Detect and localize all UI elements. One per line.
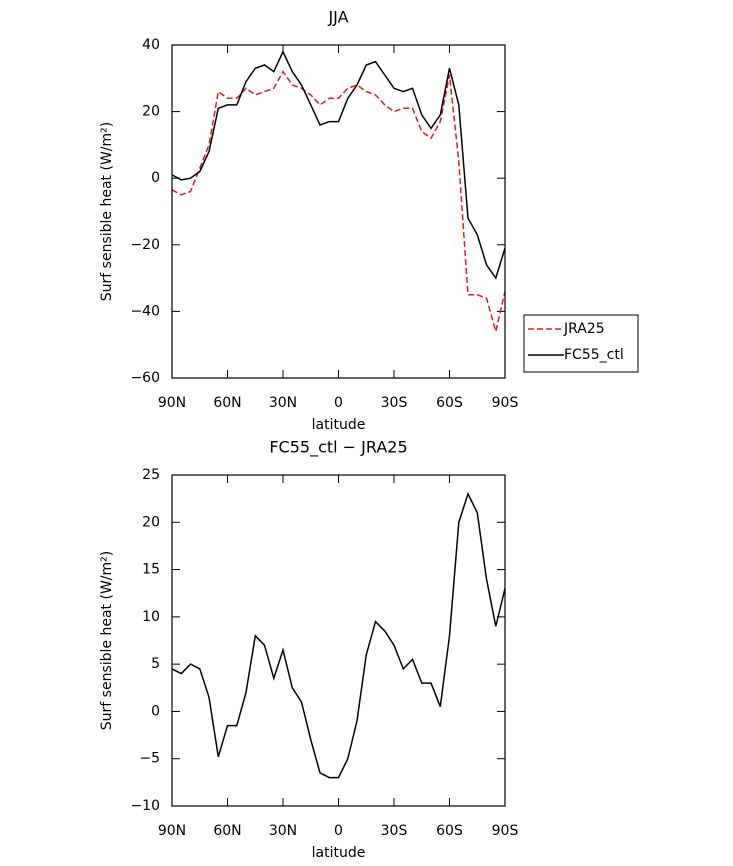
y-tick-label: 25 [142,467,160,483]
x-tick-label: 0 [334,395,343,411]
x-tick-label: 60N [213,395,241,411]
series-line [171,49,506,280]
y-tick-label: 0 [151,170,160,186]
y-tick-label: 10 [142,609,160,625]
series-line [171,70,506,332]
legend-label: FC55_ctl [564,347,624,363]
plot-frame [171,44,506,379]
y-tick-label: 0 [151,703,160,719]
y-axis-label: Surf sensible heat (W/m²) [99,122,115,301]
y-tick-label: −60 [130,370,160,386]
x-tick-label: 60S [436,395,463,411]
y-tick-label: 15 [142,562,160,578]
x-tick-label: 30S [381,823,408,839]
x-tick-label: 90N [158,823,186,839]
x-tick-label: 30N [269,823,297,839]
x-tick-label: 90S [492,395,519,411]
chart-title: FC55_ctl − JRA25 [269,438,407,458]
y-tick-label: 5 [151,656,160,672]
x-tick-label: 90S [492,823,519,839]
x-tick-label: 30S [381,395,408,411]
plot-frame [171,474,506,807]
x-tick-label: 60S [436,823,463,839]
series-line [171,491,506,779]
y-tick-label: 20 [142,514,160,530]
y-tick-label: 40 [142,37,160,53]
legend-box [523,314,639,373]
y-axis-label: Surf sensible heat (W/m²) [99,551,115,730]
x-tick-label: 60N [213,823,241,839]
x-axis-label: latitude [312,417,366,433]
x-axis-label: latitude [312,845,366,861]
x-tick-label: 90N [158,395,186,411]
x-tick-label: 0 [334,823,343,839]
y-tick-label: −20 [130,237,160,253]
y-tick-label: −40 [130,303,160,319]
legend-label: JRA25 [563,321,605,337]
y-tick-label: 20 [142,104,160,120]
y-tick-label: −5 [139,751,160,767]
x-tick-label: 30N [269,395,297,411]
chart-title: JJA [327,8,348,27]
y-tick-label: −10 [130,798,160,814]
